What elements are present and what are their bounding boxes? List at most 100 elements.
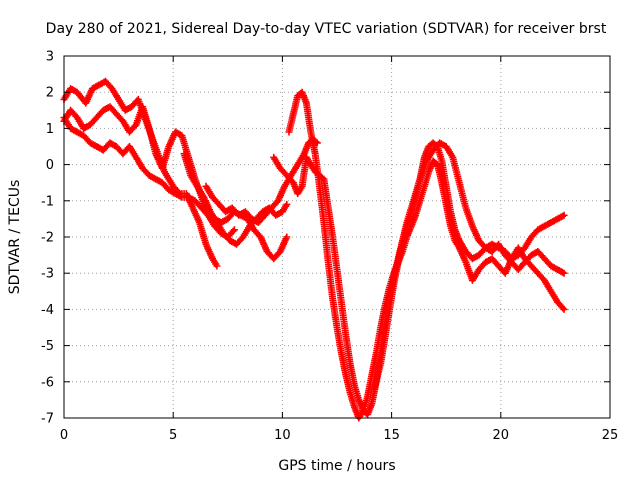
data-point (524, 261, 526, 264)
series-trace-d (180, 150, 291, 248)
data-point (530, 254, 533, 256)
data-point (85, 102, 87, 104)
y-tick-label: 3 (46, 50, 54, 65)
data-point (504, 254, 506, 256)
data-point (227, 218, 229, 220)
data-point (279, 167, 282, 170)
data-point (543, 257, 546, 260)
data-point (497, 265, 500, 267)
x-axis-label: GPS time / hours (278, 458, 395, 474)
data-point (135, 123, 137, 126)
data-point (336, 326, 338, 329)
data-point (419, 178, 421, 180)
data-point (209, 210, 212, 213)
data-point (412, 203, 415, 206)
data-point (517, 268, 520, 271)
data-point (454, 239, 456, 242)
data-point (224, 210, 227, 213)
data-point (248, 225, 251, 227)
data-point (109, 142, 111, 144)
data-point (371, 402, 373, 405)
data-point (366, 395, 369, 398)
data-point (349, 391, 351, 394)
data-point (231, 207, 233, 209)
data-point (272, 257, 275, 260)
x-tick-label: 15 (383, 428, 400, 443)
axis-ticks (63, 55, 611, 419)
data-point (183, 152, 185, 155)
data-point (410, 225, 413, 227)
data-point (344, 333, 347, 336)
data-point (141, 105, 144, 108)
data-point (154, 152, 157, 155)
y-axis-tick-labels: 3 2 1 0 -1 -2 -3 -4 -5 -6 -7 (41, 50, 54, 427)
x-tick-label: 25 (602, 428, 619, 443)
data-point (198, 221, 201, 224)
data-point (213, 225, 216, 227)
series-trace-g (285, 88, 568, 422)
y-tick-label: -5 (41, 339, 54, 354)
data-point (445, 203, 448, 206)
data-point (524, 247, 526, 249)
data-point (104, 80, 107, 83)
data-point (102, 109, 105, 112)
data-point (336, 268, 338, 271)
data-point (122, 120, 124, 122)
data-point (478, 268, 480, 271)
data-point (207, 214, 209, 217)
data-point (285, 236, 288, 238)
data-point (82, 127, 85, 130)
data-point (168, 189, 170, 191)
data-point (89, 142, 92, 144)
data-point (465, 250, 467, 253)
data-point (69, 109, 72, 112)
data-point (484, 247, 487, 249)
data-point (316, 142, 319, 144)
data-point (98, 84, 100, 86)
x-tick-label: 10 (274, 428, 291, 443)
data-point (438, 142, 441, 144)
data-point (556, 301, 559, 303)
data-point (202, 196, 205, 198)
data-point (423, 185, 426, 188)
y-tick-label: -2 (41, 231, 54, 246)
data-point (124, 109, 126, 112)
data-point (491, 250, 493, 253)
x-tick-label: 0 (60, 428, 68, 443)
data-point (344, 373, 347, 376)
data-point (307, 142, 310, 144)
data-point (279, 250, 282, 253)
data-point (275, 214, 277, 217)
data-point (406, 225, 408, 227)
data-point (222, 232, 225, 235)
data-point (109, 105, 111, 108)
data-point (386, 323, 389, 325)
data-point (556, 268, 559, 271)
data-point (497, 243, 500, 246)
data-point (465, 207, 467, 209)
y-tick-label: -7 (41, 412, 54, 427)
data-point (458, 239, 461, 242)
data-point (484, 261, 487, 264)
data-point (340, 301, 343, 303)
data-point (550, 290, 552, 293)
data-point (216, 265, 218, 267)
data-point (290, 174, 292, 177)
data-point (491, 257, 493, 260)
data-point (362, 409, 365, 412)
data-point (373, 388, 375, 390)
data-point (449, 225, 452, 227)
data-point (235, 243, 238, 246)
data-point (399, 250, 402, 253)
data-point (261, 210, 264, 213)
data-point (340, 352, 343, 354)
data-point (550, 265, 552, 267)
data-point (192, 207, 194, 209)
y-tick-label: -3 (41, 267, 54, 282)
data-point (218, 203, 220, 206)
data-point (537, 250, 539, 253)
data-point (111, 87, 113, 90)
data-point (163, 171, 166, 173)
data-point (379, 362, 382, 365)
